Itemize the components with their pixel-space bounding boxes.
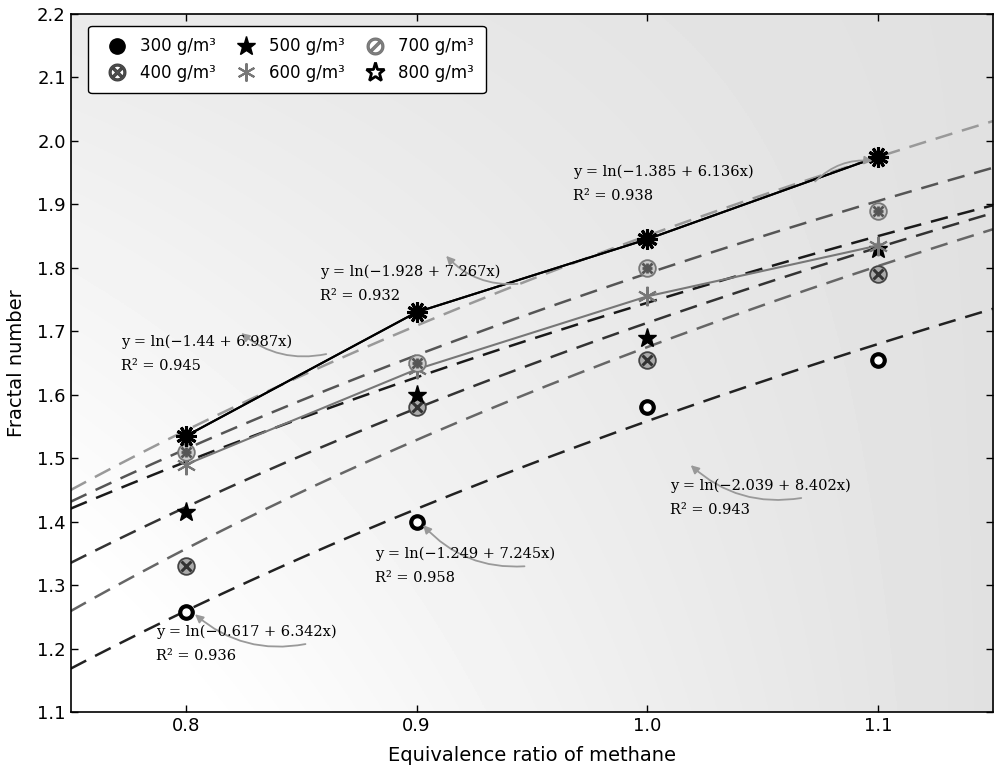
Text: y = ln(−0.617 + 6.342x): y = ln(−0.617 + 6.342x) [156, 625, 337, 639]
Text: y = ln(−1.385 + 6.136x): y = ln(−1.385 + 6.136x) [573, 164, 754, 179]
Text: R² = 0.932: R² = 0.932 [320, 290, 400, 303]
Text: R² = 0.958: R² = 0.958 [375, 571, 455, 585]
Text: R² = 0.936: R² = 0.936 [156, 648, 236, 662]
Text: R² = 0.945: R² = 0.945 [121, 358, 201, 373]
X-axis label: Equivalence ratio of methane: Equivalence ratio of methane [388, 746, 676, 765]
Y-axis label: Fractal number: Fractal number [7, 290, 26, 437]
Text: y = ln(−2.039 + 8.402x): y = ln(−2.039 + 8.402x) [670, 479, 851, 493]
Text: y = ln(−1.249 + 7.245x): y = ln(−1.249 + 7.245x) [375, 547, 555, 561]
Text: y = ln(−1.928 + 7.267x): y = ln(−1.928 + 7.267x) [320, 265, 500, 279]
Text: y = ln(−1.44 + 6.987x): y = ln(−1.44 + 6.987x) [121, 334, 293, 349]
Text: R² = 0.938: R² = 0.938 [573, 189, 653, 203]
Text: R² = 0.943: R² = 0.943 [670, 503, 750, 517]
Legend: 300 g/m³, 400 g/m³, 500 g/m³, 600 g/m³, 700 g/m³, 800 g/m³: 300 g/m³, 400 g/m³, 500 g/m³, 600 g/m³, … [88, 25, 486, 93]
